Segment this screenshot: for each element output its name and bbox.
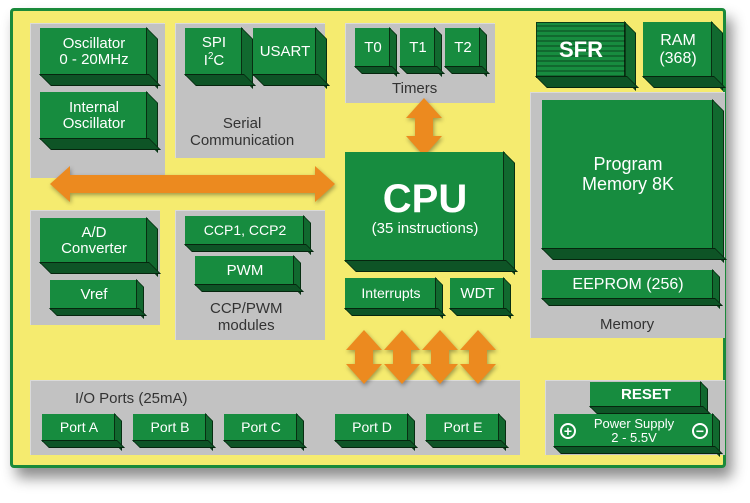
chip-timer1: T1 <box>400 28 436 68</box>
chip-pwm: PWM <box>195 256 295 286</box>
chip-reset: RESET <box>590 382 702 408</box>
chip-port-b: Port B <box>133 414 207 442</box>
mcu-block-diagram: SerialCommunication Timers Memory CCP/PW… <box>0 0 750 503</box>
label-timers: Timers <box>392 80 437 97</box>
label-serial: SerialCommunication <box>190 115 294 149</box>
bus-arrow-io-2 <box>393 350 411 364</box>
psu-plus-icon: + <box>560 423 576 439</box>
chip-interrupts: Interrupts <box>345 278 437 310</box>
chip-port-c: Port C <box>224 414 298 442</box>
chip-power-supply: Power Supply2 - 5.5V + − <box>554 414 714 448</box>
label-memory: Memory <box>600 316 654 333</box>
chip-timer0: T0 <box>355 28 391 68</box>
label-ioports: I/O Ports (25mA) <box>75 390 188 407</box>
chip-port-e: Port E <box>426 414 500 442</box>
label-ccp: CCP/PWMmodules <box>210 300 283 334</box>
chip-cpu: CPU(35 instructions) <box>345 152 505 262</box>
chip-ram: RAM(368) <box>643 22 713 78</box>
bus-arrow-main <box>70 175 315 193</box>
bus-arrow-timers-cpu <box>415 118 433 136</box>
bus-arrow-io-3 <box>431 350 449 364</box>
chip-oscillator-ext: Oscillator0 - 20MHz <box>40 28 148 76</box>
chip-wdt: WDT <box>450 278 505 310</box>
chip-oscillator-int: InternalOscillator <box>40 92 148 140</box>
chip-sfr: SFR <box>536 22 626 78</box>
chip-spi-i2c: SPII2C <box>185 28 243 76</box>
chip-timer2: T2 <box>445 28 481 68</box>
chip-vref: Vref <box>50 280 138 310</box>
chip-adc: A/DConverter <box>40 218 148 264</box>
bus-arrow-io-4 <box>469 350 487 364</box>
chip-port-a: Port A <box>42 414 116 442</box>
chip-port-d: Port D <box>335 414 409 442</box>
chip-ccp: CCP1, CCP2 <box>185 216 305 246</box>
chip-usart: USART <box>253 28 317 76</box>
psu-minus-icon: − <box>692 423 708 439</box>
chip-program-memory: ProgramMemory 8K <box>542 100 714 250</box>
chip-eeprom: EEPROM (256) <box>542 270 714 300</box>
bus-arrow-io-1 <box>355 350 373 364</box>
